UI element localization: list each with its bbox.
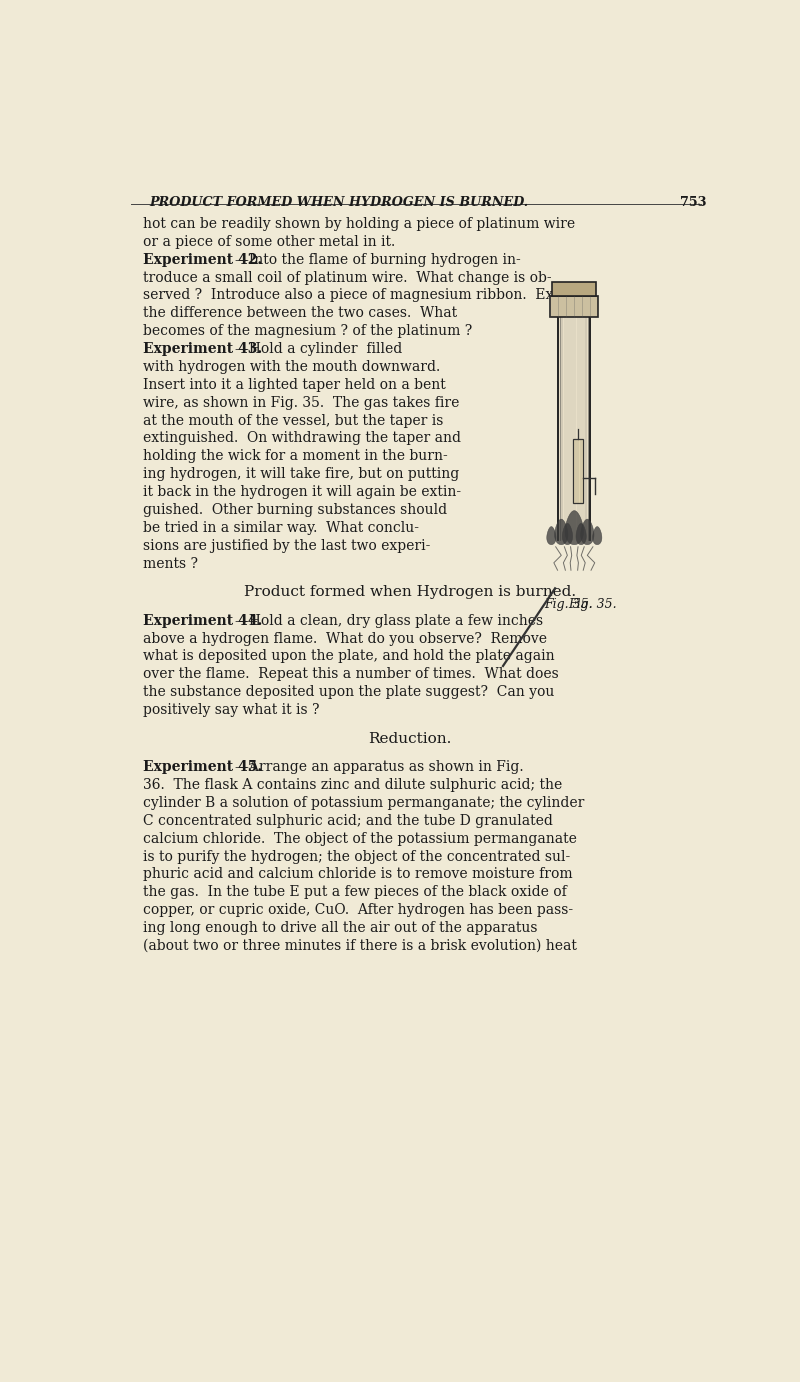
Text: Experiment 43.: Experiment 43. [143,343,262,357]
Polygon shape [593,527,602,545]
Text: Experiment 42.: Experiment 42. [143,253,262,267]
Polygon shape [562,524,573,545]
Text: the difference between the two cases.  What: the difference between the two cases. Wh… [143,307,458,321]
Text: Product formed when Hydrogen is burned.: Product formed when Hydrogen is burned. [244,585,576,600]
Text: above a hydrogen flame.  What do you observe?  Remove: above a hydrogen flame. What do you obse… [143,632,547,645]
Text: phuric acid and calcium chloride is to remove moisture from: phuric acid and calcium chloride is to r… [143,868,573,882]
Text: Experiment 44.: Experiment 44. [143,614,262,627]
Text: it back in the hydrogen it will again be extin-: it back in the hydrogen it will again be… [143,485,462,499]
Polygon shape [565,510,583,545]
Text: —Hold a cylinder  filled: —Hold a cylinder filled [235,343,402,357]
Text: with hydrogen with the mouth downward.: with hydrogen with the mouth downward. [143,359,441,375]
Text: wire, as shown in Fig. 35.  The gas takes fire: wire, as shown in Fig. 35. The gas takes… [143,395,460,409]
Text: holding the wick for a moment in the burn-: holding the wick for a moment in the bur… [143,449,448,463]
Text: guished.  Other burning substances should: guished. Other burning substances should [143,503,447,517]
Text: —Hold a clean, dry glass plate a few inches: —Hold a clean, dry glass plate a few inc… [235,614,543,627]
Text: Experiment 45.: Experiment 45. [143,760,262,774]
Text: ing long enough to drive all the air out of the apparatus: ing long enough to drive all the air out… [143,922,538,936]
Text: be tried in a similar way.  What conclu-: be tried in a similar way. What conclu- [143,521,419,535]
Text: calcium chloride.  The object of the potassium permanganate: calcium chloride. The object of the pota… [143,832,578,846]
Bar [550,296,598,316]
Text: cylinder B a solution of potassium permanganate; the cylinder: cylinder B a solution of potassium perma… [143,796,585,810]
Text: troduce a small coil of platinum wire.  What change is ob-: troduce a small coil of platinum wire. W… [143,271,552,285]
Text: Insert into it a lighted taper held on a bent: Insert into it a lighted taper held on a… [143,377,446,392]
Text: positively say what it is ?: positively say what it is ? [143,703,320,717]
Text: —Arrange an apparatus as shown in Fig.: —Arrange an apparatus as shown in Fig. [235,760,524,774]
Text: 753: 753 [680,196,706,209]
Bar [573,439,583,503]
Text: ments ?: ments ? [143,557,198,571]
Text: at the mouth of the vessel, but the taper is: at the mouth of the vessel, but the tape… [143,413,444,427]
Text: hot can be readily shown by holding a piece of platinum wire: hot can be readily shown by holding a pi… [143,217,575,231]
Text: 36.  The flask A contains zinc and dilute sulphuric acid; the: 36. The flask A contains zinc and dilute… [143,778,562,792]
Text: the gas.  In the tube E put a few pieces of the black oxide of: the gas. In the tube E put a few pieces … [143,886,567,900]
Polygon shape [554,520,568,545]
Text: PRODUCT FORMED WHEN HYDROGEN IS BURNED.: PRODUCT FORMED WHEN HYDROGEN IS BURNED. [150,196,529,209]
Polygon shape [576,524,586,545]
Text: extinguished.  On withdrawing the taper and: extinguished. On withdrawing the taper a… [143,431,462,445]
Text: sions are justified by the last two experi-: sions are justified by the last two expe… [143,539,430,553]
Text: (about two or three minutes if there is a brisk evolution) heat: (about two or three minutes if there is … [143,938,578,954]
Text: becomes of the magnesium ? of the platinum ?: becomes of the magnesium ? of the platin… [143,325,473,339]
Text: Fig. 35.: Fig. 35. [568,598,617,611]
Text: ing hydrogen, it will take fire, but on putting: ing hydrogen, it will take fire, but on … [143,467,460,481]
Text: —Into the flame of burning hydrogen in-: —Into the flame of burning hydrogen in- [235,253,521,267]
Text: what is deposited upon the plate, and hold the plate again: what is deposited upon the plate, and ho… [143,650,555,663]
Text: is to purify the hydrogen; the object of the concentrated sul-: is to purify the hydrogen; the object of… [143,850,570,864]
Text: over the flame.  Repeat this a number of times.  What does: over the flame. Repeat this a number of … [143,668,559,681]
Text: Fig. 35.: Fig. 35. [544,598,593,611]
Text: or a piece of some other metal in it.: or a piece of some other metal in it. [143,235,396,249]
Text: served ?  Introduce also a piece of magnesium ribbon.  Explain: served ? Introduce also a piece of magne… [143,289,589,303]
Polygon shape [581,520,594,545]
Text: C concentrated sulphuric acid; and the tube D granulated: C concentrated sulphuric acid; and the t… [143,814,554,828]
Text: Reduction.: Reduction. [368,731,452,746]
Bar [552,282,596,296]
Polygon shape [546,527,556,545]
Bar [558,316,590,540]
Text: the substance deposited upon the plate suggest?  Can you: the substance deposited upon the plate s… [143,685,554,699]
Text: copper, or cupric oxide, CuO.  After hydrogen has been pass-: copper, or cupric oxide, CuO. After hydr… [143,904,574,918]
